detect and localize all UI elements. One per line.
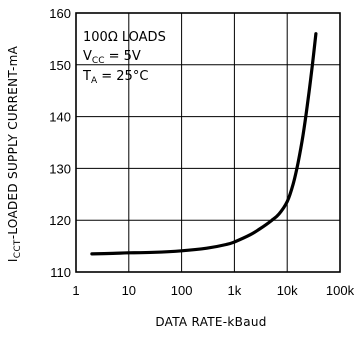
x-tick-label: 100k xyxy=(326,283,354,298)
y-tick-label: 120 xyxy=(49,213,71,228)
y-tick-label: 150 xyxy=(49,58,71,73)
plot-frame xyxy=(75,12,341,273)
y-tick-labels: 110 120 130 140 150 160 xyxy=(49,6,71,280)
x-tick-label: 1 xyxy=(72,283,79,298)
y-tick-label: 160 xyxy=(49,6,71,21)
y-tick-label: 110 xyxy=(50,265,71,280)
x-tick-label: 10 xyxy=(122,283,136,298)
x-tick-label: 100 xyxy=(171,283,193,298)
x-tick-label: 10k xyxy=(277,283,298,298)
annotation-ta: TA = 25°C xyxy=(82,69,148,86)
y-tick-label: 140 xyxy=(49,110,71,125)
annotation-vcc: VCC = 5V xyxy=(83,49,141,66)
x-tick-labels: 1 10 100 1k 10k 100k xyxy=(72,283,354,298)
y-tick-label: 130 xyxy=(49,161,71,176)
x-axis-title: DATA RATE-kBaud xyxy=(155,315,266,329)
y-axis-title: ICCT-LOADED SUPPLY CURRENT-mA xyxy=(6,45,23,262)
conditions-annotation: 100Ω LOADS VCC = 5V TA = 25°C xyxy=(82,30,166,86)
supply-current-curve xyxy=(90,32,318,256)
annotation-loads: 100Ω LOADS xyxy=(83,30,166,45)
x-tick-label: 1k xyxy=(228,283,242,298)
